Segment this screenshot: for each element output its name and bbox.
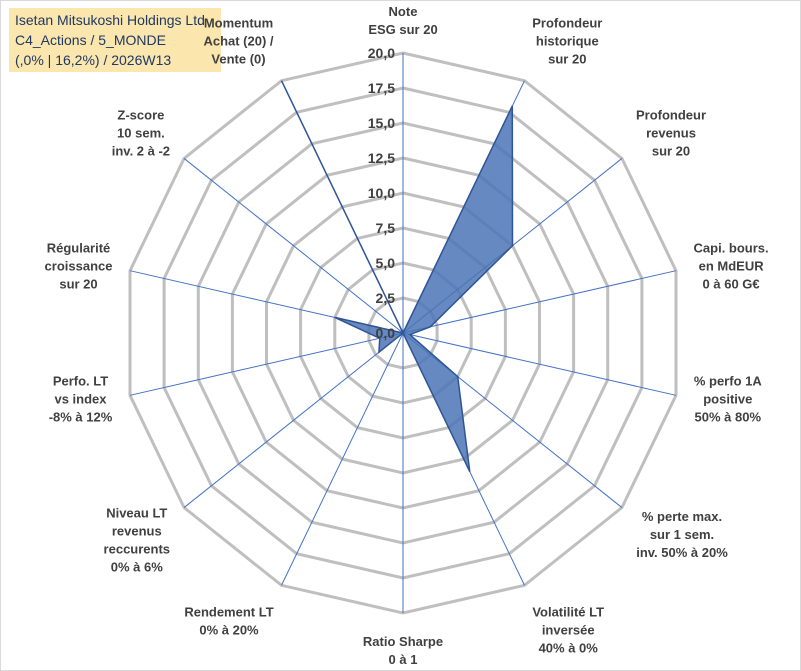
- radial-tick-label: 17,5: [368, 80, 395, 96]
- category-label: Profondeur revenus sur 20: [636, 108, 706, 159]
- category-label: Perfo. LT vs index -8% à 12%: [49, 373, 113, 424]
- chart-title-line-2: C4_Actions / 5_MONDE: [15, 32, 166, 48]
- chart-title-line-3: (,0% | 16,2%) / 2026W13: [15, 52, 172, 68]
- category-label: Volatilité LT inversée 40% à 0%: [532, 605, 604, 656]
- category-label: % perte max. sur 1 sem. inv. 50% à 20%: [636, 509, 728, 560]
- chart-title-line-1: Isetan Mitsukoshi Holdings Ltd: [15, 12, 205, 28]
- category-label: Régularité croissance sur 20: [45, 241, 113, 292]
- radial-tick-label: 12,5: [368, 150, 395, 166]
- category-label: Profondeur historique sur 20: [532, 16, 602, 67]
- radial-tick-label: 5,0: [376, 255, 396, 271]
- radial-tick-label: 7,5: [376, 220, 396, 236]
- radial-tick-label: 15,0: [368, 115, 395, 131]
- category-label: Z-score 10 sem. inv. 2 à -2: [112, 108, 170, 159]
- axis-spoke: [281, 332, 404, 586]
- radial-tick-label: 10,0: [368, 185, 395, 201]
- radial-tick-label: 20,0: [368, 45, 395, 61]
- radial-tick-label: 0,0: [376, 325, 396, 341]
- axis-spoke: [183, 158, 404, 334]
- axis-spoke: [183, 332, 404, 508]
- title-box: [9, 8, 221, 72]
- category-label: Momentum Achat (20) / Vente (0): [203, 16, 273, 67]
- axis-spoke: [402, 270, 677, 334]
- category-label: % perfo 1A positive 50% à 80%: [694, 373, 763, 424]
- axis-spoke: [402, 332, 677, 396]
- category-label: Capi. bours. en MdEUR 0 à 60 G€: [694, 241, 769, 292]
- category-label: Ratio Sharpe 0 à 1: [363, 634, 443, 667]
- axis-spoke: [129, 332, 404, 396]
- category-label: Niveau LT revenus reccurents 0% à 6%: [104, 505, 170, 574]
- category-label: Rendement LT 0% à 20%: [184, 605, 273, 638]
- data-series-area: [280, 80, 514, 473]
- radial-tick-label: 2,5: [376, 290, 396, 306]
- category-label: Note ESG sur 20: [368, 4, 437, 37]
